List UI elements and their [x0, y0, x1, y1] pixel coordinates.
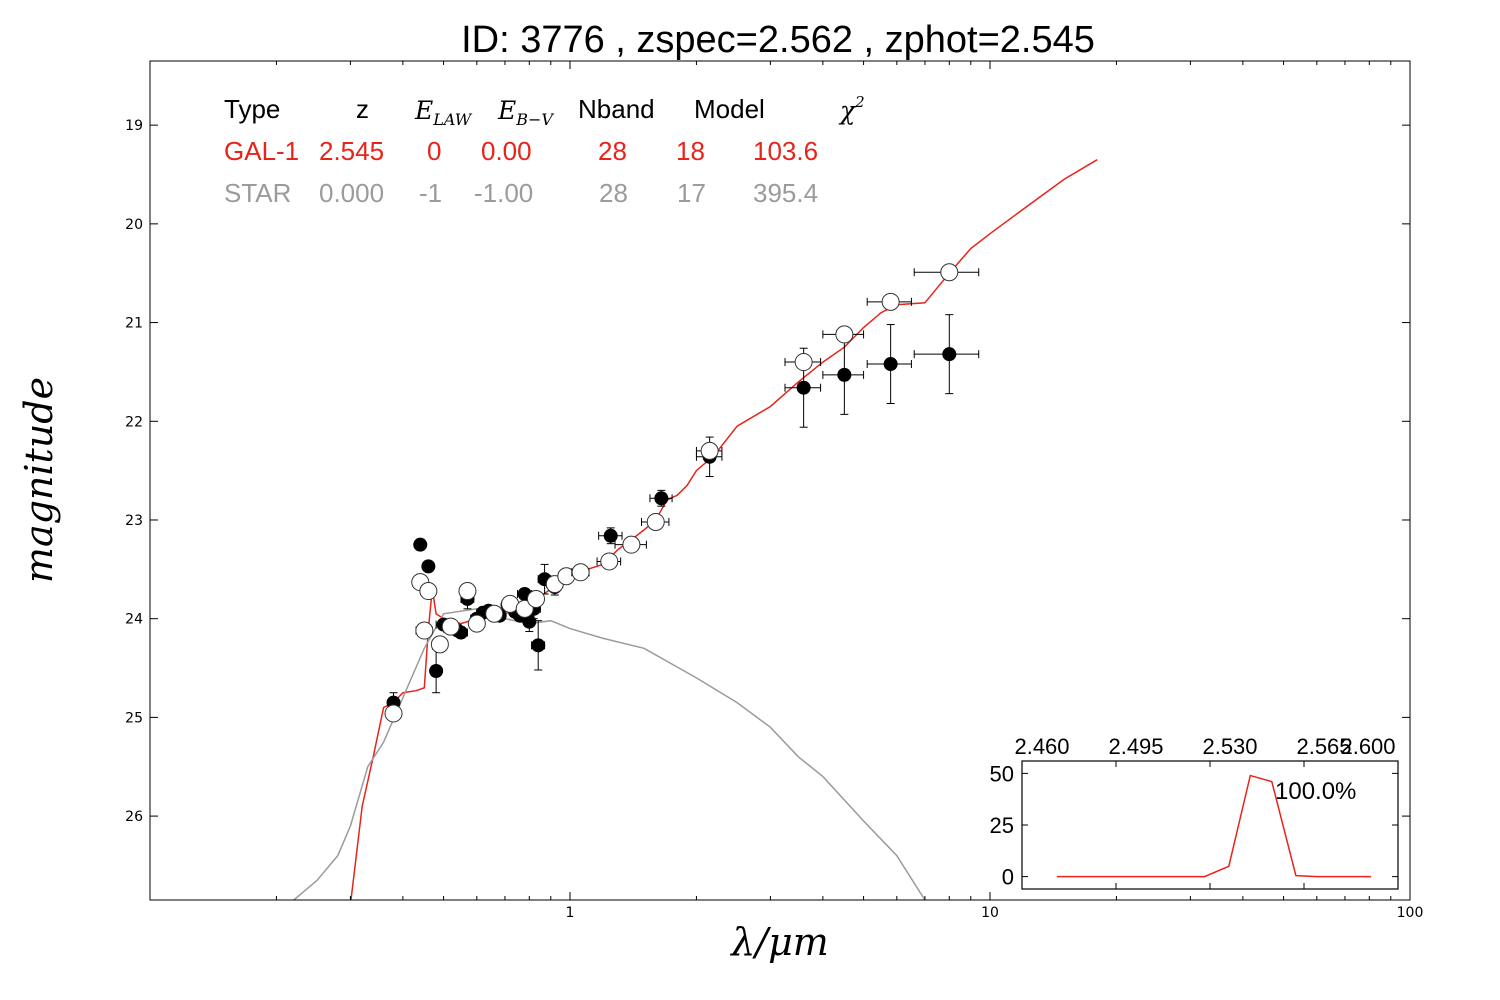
model-point — [641, 512, 670, 531]
inset-y-tick-label: 25 — [990, 813, 1014, 838]
model-point — [695, 441, 723, 460]
observed-point — [531, 620, 546, 671]
model-point — [571, 563, 590, 582]
inset-annotation: 100.0% — [1275, 778, 1356, 805]
observed-point — [598, 527, 623, 545]
inset-pdf-line — [1056, 774, 1372, 878]
model-point — [822, 325, 865, 344]
chart-title: ID: 3776 , zspec=2.562 , zphot=2.545 — [461, 19, 1095, 61]
inset-x-tick-label: 2.530 — [1202, 734, 1257, 759]
series-model — [384, 263, 980, 723]
plot-inner — [292, 159, 1098, 900]
axes: 19 20 21 22 23 24 25 26 1 10 100 — [125, 60, 1424, 921]
legend-star-elaw: -1 — [419, 178, 442, 208]
model-point — [467, 614, 486, 633]
x-tick-label: 10 — [981, 905, 999, 921]
observed-point — [866, 324, 912, 405]
legend-star-model: 17 — [677, 178, 706, 208]
observed-point — [421, 559, 436, 574]
series-line-star — [292, 608, 926, 900]
observed-point — [413, 537, 428, 552]
model-point — [384, 704, 403, 723]
legend-header-model: Model — [694, 94, 765, 124]
legend-table: Type z ELAW EB−V Nband Model χ2 GAL-1 2.… — [224, 93, 865, 208]
model-point — [430, 635, 449, 654]
y-tick-label: 23 — [125, 513, 143, 529]
y-tick-label: 25 — [125, 710, 143, 726]
y-axis-label: magnitude — [17, 377, 61, 583]
model-point — [596, 552, 622, 571]
legend-gal-chi2: 103.6 — [753, 136, 818, 166]
model-point — [458, 582, 477, 601]
x-tick-label: 1 — [566, 905, 575, 921]
plot-area — [292, 159, 1098, 900]
model-point — [419, 582, 438, 601]
legend-gal-model: 18 — [676, 136, 705, 166]
observed-point — [429, 648, 444, 694]
model-point — [441, 617, 460, 636]
legend-gal-z: 2.545 — [319, 136, 384, 166]
observed-point — [913, 314, 980, 395]
legend-header-nband: Nband — [578, 94, 655, 124]
legend-star-nband: 28 — [599, 178, 628, 208]
model-point — [415, 621, 434, 640]
legend-header-ebv: EB−V — [497, 96, 554, 129]
model-point — [784, 353, 822, 372]
legend-header-type: Type — [224, 94, 280, 124]
inset-x-tick-label: 2.495 — [1108, 734, 1163, 759]
legend-star-z: 0.000 — [319, 178, 384, 208]
inset-frame — [1021, 760, 1399, 890]
y-tick-label: 19 — [125, 118, 143, 134]
x-tick-label: 100 — [1397, 905, 1424, 921]
series-observed — [386, 314, 980, 713]
model-point — [913, 263, 980, 282]
legend-star-ebv: -1.00 — [474, 178, 533, 208]
legend-gal-ebv: 0.00 — [481, 136, 532, 166]
legend-header-z: z — [356, 94, 369, 124]
y-tick-label: 21 — [125, 316, 143, 332]
inset-y-tick-label: 0 — [1002, 865, 1014, 890]
model-point — [527, 589, 546, 608]
model-point — [515, 599, 534, 618]
observed-point — [649, 489, 673, 507]
legend-header-elaw: ELAW — [414, 96, 473, 129]
plot-frame — [149, 60, 1411, 901]
y-tick-label: 22 — [125, 414, 143, 430]
legend-star-chi2: 395.4 — [753, 178, 818, 208]
y-tick-label: 24 — [125, 612, 143, 628]
legend-row-gal: GAL-1 2.545 0 0.00 28 18 103.6 — [224, 136, 818, 166]
model-point — [485, 604, 504, 623]
observed-point — [822, 334, 865, 415]
inset-x-tick-label: 2.600 — [1340, 734, 1395, 759]
legend-star-type: STAR — [224, 178, 291, 208]
model-point — [866, 292, 912, 311]
inset-y-tick-label: 50 — [990, 761, 1014, 786]
series-line-gal-1 — [350, 159, 1098, 900]
legend-header-chi2: χ2 — [838, 93, 865, 125]
inset-x-tick-label: 2.460 — [1014, 734, 1069, 759]
x-axis-label: λ/μm — [729, 920, 829, 964]
inset-x-tick-label: 2.565 — [1296, 734, 1351, 759]
legend-gal-elaw: 0 — [427, 136, 441, 166]
legend-row-star: STAR 0.000 -1 -1.00 28 17 395.4 — [224, 178, 818, 208]
legend-gal-type: GAL-1 — [224, 136, 299, 166]
y-tick-label: 26 — [125, 809, 143, 825]
model-point — [614, 535, 647, 554]
legend-gal-nband: 28 — [598, 136, 627, 166]
y-tick-label: 20 — [125, 217, 143, 233]
